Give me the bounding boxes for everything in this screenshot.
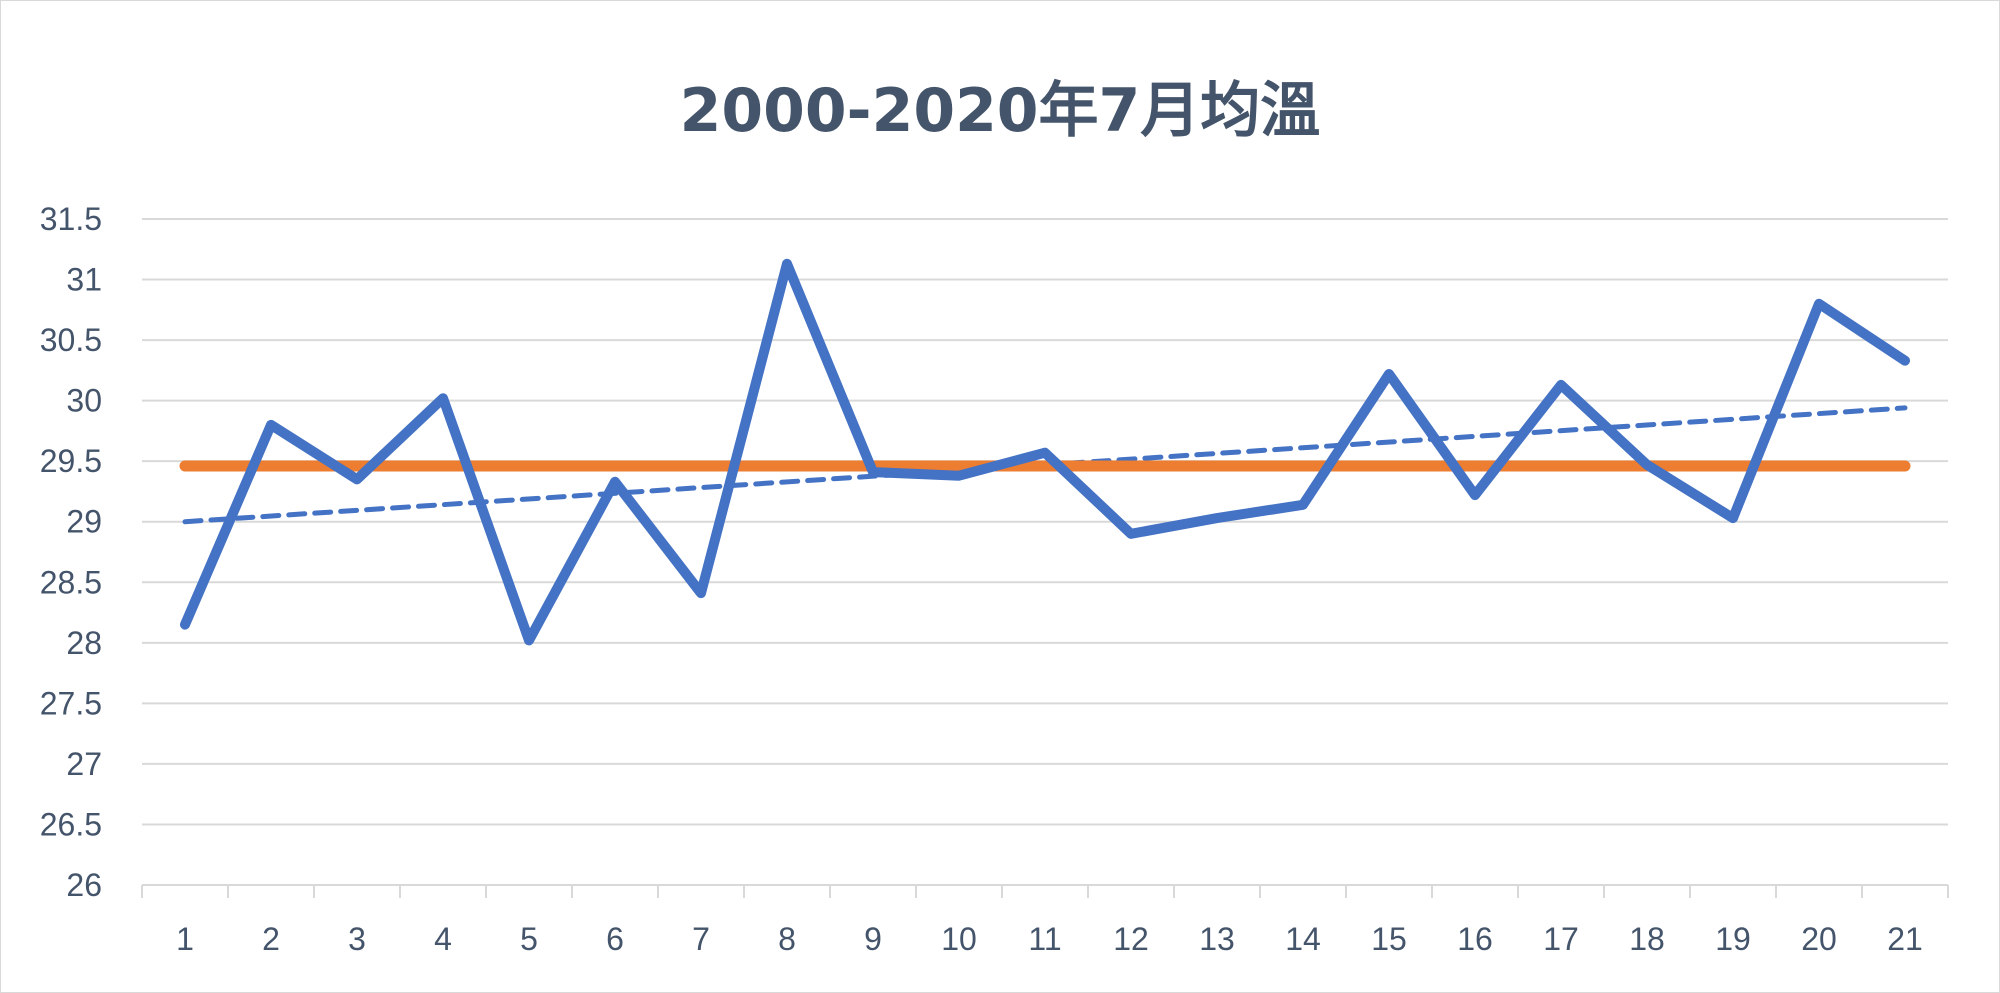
y-tick-label: 28.5 [40, 564, 102, 600]
data-point [1386, 371, 1392, 377]
data-point [956, 473, 962, 479]
x-tick-label: 2 [262, 921, 280, 957]
y-tick-label: 26.5 [40, 806, 102, 842]
data-point [1128, 531, 1134, 537]
data-point [698, 590, 704, 596]
y-tick-label: 27.5 [40, 685, 102, 721]
data-point [440, 395, 446, 401]
data-point [268, 422, 274, 428]
x-tick-label: 11 [1028, 921, 1061, 957]
x-tick-label: 5 [520, 921, 538, 957]
data-point [612, 479, 618, 485]
x-tick-label: 8 [778, 921, 796, 957]
data-point [1300, 502, 1306, 508]
data-point [182, 622, 188, 628]
data-point [1816, 301, 1822, 307]
x-tick-label: 19 [1715, 921, 1751, 957]
y-tick-label: 27 [66, 746, 102, 782]
x-tick-label: 3 [348, 921, 366, 957]
x-tick-label: 14 [1285, 921, 1321, 957]
data-point [1214, 515, 1220, 521]
data-point [1558, 382, 1564, 388]
series-layer [182, 261, 1908, 644]
data-point [1730, 515, 1736, 521]
x-axis-tick-labels: 1 2 3 4 5 6 7 8 9 10 11 12 13 14 15 16 17 18 19 20 21 [176, 921, 1923, 957]
x-tick-label: 15 [1371, 921, 1407, 957]
x-tick-label: 1 [176, 921, 194, 957]
data-point [1472, 492, 1478, 498]
x-tick-label: 13 [1199, 921, 1235, 957]
y-tick-label: 26 [66, 867, 102, 903]
data-point [354, 476, 360, 482]
data-point [1902, 358, 1908, 364]
gridlines [142, 219, 1948, 824]
x-tick-label: 18 [1629, 921, 1665, 957]
data-point [784, 261, 790, 267]
data-point [1644, 462, 1650, 468]
y-tick-label: 30.5 [40, 322, 102, 358]
y-tick-label: 29 [66, 504, 102, 540]
y-tick-label: 28 [66, 625, 102, 661]
data-point [526, 637, 532, 643]
y-tick-label: 31 [66, 262, 102, 298]
y-tick-label: 31.5 [40, 201, 102, 237]
x-tick-label: 6 [606, 921, 624, 957]
x-tick-label: 16 [1457, 921, 1493, 957]
x-tick-label: 7 [692, 921, 710, 957]
x-tick-label: 17 [1543, 921, 1579, 957]
data-point [870, 469, 876, 475]
y-tick-label: 30 [66, 383, 102, 419]
y-tick-label: 29.5 [40, 443, 102, 479]
x-tick-label: 12 [1113, 921, 1149, 957]
x-tick-label: 21 [1887, 921, 1923, 957]
x-tick-label: 9 [864, 921, 882, 957]
x-axis [142, 885, 1948, 898]
x-tick-label: 10 [941, 921, 977, 957]
x-tick-label: 4 [434, 921, 452, 957]
data-point [1042, 450, 1048, 456]
x-tick-label: 20 [1801, 921, 1837, 957]
y-axis-tick-labels: 26 26.5 27 27.5 28 28.5 29 29.5 30 30.5 31 31.5 [40, 201, 102, 903]
